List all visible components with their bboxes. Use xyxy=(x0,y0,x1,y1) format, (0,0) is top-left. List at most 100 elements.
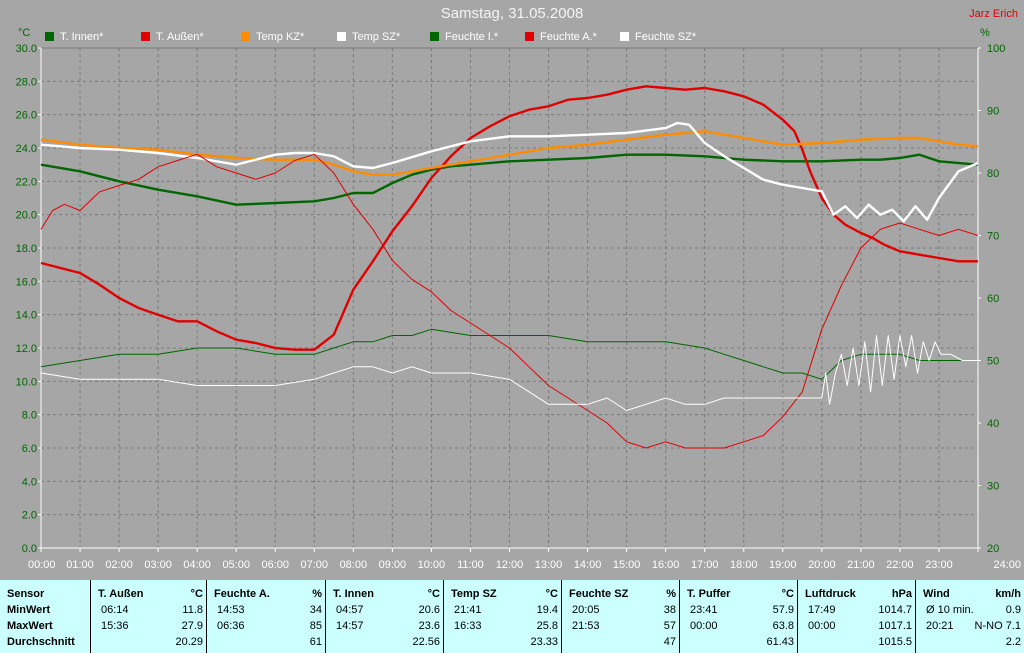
right-axis-unit: % xyxy=(980,27,990,39)
chart-title: Samstag, 31.05.2008 xyxy=(440,5,584,22)
x-axis-tick-label: 15:00 xyxy=(613,559,641,571)
x-axis-tick-label: 01:00 xyxy=(66,559,94,571)
stats-max-value: 1017.1 xyxy=(878,620,912,632)
x-axis-tick-label: 08:00 xyxy=(340,559,368,571)
left-axis-tick-label: 10.0 xyxy=(16,376,37,388)
x-axis-tick-label: 00:00 xyxy=(28,559,56,571)
right-axis-tick-label: 60 xyxy=(987,293,999,305)
legend-swatch xyxy=(141,32,150,41)
x-axis-tick-label: 02:00 xyxy=(105,559,133,571)
left-axis-unit: °C xyxy=(18,27,31,39)
x-axis-tick-label: 07:00 xyxy=(301,559,329,571)
stats-max-value: 63.8 xyxy=(772,620,794,632)
stats-max-time: 21:53 xyxy=(572,620,600,632)
stats-max-time: 14:57 xyxy=(336,620,364,632)
x-axis-tick-label: 03:00 xyxy=(144,559,172,571)
left-axis-tick-label: 6.0 xyxy=(22,443,37,455)
legend-swatch xyxy=(620,32,629,41)
statistics-table: Sensor MinWert MaxWert Durchschnitt T. A… xyxy=(0,580,1024,653)
x-axis-tick-label: 24:00 xyxy=(993,559,1021,571)
legend-label: Feuchte A.* xyxy=(540,31,597,43)
x-axis-tick-label: 10:00 xyxy=(418,559,446,571)
stats-column-unit: °C xyxy=(427,588,440,600)
stats-column: Feuchte SZ% 20:05 38 21:53 57 47 xyxy=(561,580,680,653)
stats-min-value: 11.8 xyxy=(182,604,203,616)
row-label-sensor: Sensor xyxy=(7,588,45,600)
left-axis-tick-label: 26.0 xyxy=(16,110,37,122)
legend-label: T. Innen* xyxy=(60,31,104,43)
stats-min-value: 20.6 xyxy=(418,604,440,616)
stats-column-header: Feuchte SZ xyxy=(569,588,629,600)
x-axis-tick-label: 06:00 xyxy=(261,559,289,571)
stats-column-header: Feuchte A. xyxy=(214,588,270,600)
stats-min-time: 23:41 xyxy=(690,604,718,616)
stats-average: 47 xyxy=(663,636,676,648)
x-axis-tick-label: 09:00 xyxy=(379,559,407,571)
x-axis-tick-label: 14:00 xyxy=(574,559,602,571)
legend-item: T. Innen* xyxy=(45,31,103,45)
stats-max-value: 85 xyxy=(309,620,322,632)
legend-label: Feuchte I.* xyxy=(445,31,499,43)
right-axis-tick-label: 100 xyxy=(987,43,1005,55)
x-axis-tick-label: 16:00 xyxy=(652,559,680,571)
series-line-temp-kz xyxy=(40,130,979,176)
stats-column-unit: km/h xyxy=(995,588,1021,600)
stats-min-time: 17:49 xyxy=(808,604,836,616)
stats-min-value: 19.4 xyxy=(536,604,558,616)
series-line-feuchte-sz xyxy=(40,335,978,411)
row-label-maxwert: MaxWert xyxy=(7,620,53,632)
stats-min-value: 0.9 xyxy=(1005,604,1021,616)
stats-column-header: T. Puffer xyxy=(687,588,731,600)
stats-max-value: 23.6 xyxy=(418,620,440,632)
left-axis-tick-label: 24.0 xyxy=(16,143,37,155)
stats-min-time: 14:53 xyxy=(217,604,245,616)
legend-item: Temp KZ* xyxy=(241,31,304,45)
x-axis-tick-label: 22:00 xyxy=(886,559,914,571)
left-axis-tick-label: 30.0 xyxy=(16,43,37,55)
left-axis-tick-label: 28.0 xyxy=(16,76,37,88)
stats-column: T. Außen °C 06:14 11.8 15:36 27.9 20.29 xyxy=(90,580,207,653)
series-line-feuchte-a xyxy=(40,153,979,449)
row-label-durchschnitt: Durchschnitt xyxy=(7,636,75,648)
stats-column-header: T. Innen xyxy=(333,588,374,600)
stats-column: Luftdruck hPa 17:49 1014.7 00:00 1017.1 1015.5 xyxy=(797,580,916,653)
right-axis-tick-label: 80 xyxy=(987,168,999,180)
stats-max-value: 27.9 xyxy=(181,620,203,632)
stats-max-value: 25.8 xyxy=(536,620,558,632)
stats-min-time: Ø 10 min. xyxy=(926,604,974,616)
row-label-minwert: MinWert xyxy=(7,604,51,616)
x-axis-tick-label: 13:00 xyxy=(535,559,563,571)
stats-average: 22.56 xyxy=(412,636,440,648)
stats-column: Temp SZ °C 21:41 19.4 16:33 25.8 23.33 xyxy=(443,580,562,653)
x-axis-tick-label: 18:00 xyxy=(730,559,758,571)
stats-max-value: 57 xyxy=(663,620,676,632)
stats-column-unit: % xyxy=(666,588,676,600)
stats-column: Wind km/h Ø 10 min. 0.9 20:21 N-NO 7.1 2.2 xyxy=(915,580,1024,653)
stats-average: 61 xyxy=(309,636,322,648)
legend-label: Feuchte SZ* xyxy=(635,31,697,43)
x-axis-tick-label: 20:00 xyxy=(808,559,836,571)
legend-item: Feuchte I.* xyxy=(430,31,498,45)
stats-row-labels: Sensor MinWert MaxWert Durchschnitt xyxy=(0,580,90,653)
stats-column-header: T. Außen xyxy=(98,588,144,600)
legend-swatch xyxy=(430,32,439,41)
x-axis-tick-label: 05:00 xyxy=(222,559,250,571)
legend-label: Temp SZ* xyxy=(352,31,401,43)
author-label: Jarz Erich xyxy=(969,8,1018,20)
stats-max-time: 00:00 xyxy=(808,620,836,632)
stats-average: 23.33 xyxy=(530,636,558,648)
stats-min-time: 21:41 xyxy=(454,604,482,616)
stats-column-unit: °C xyxy=(545,588,558,600)
x-axis-tick-label: 17:00 xyxy=(691,559,719,571)
stats-min-value: 38 xyxy=(663,604,676,616)
stats-max-time: 00:00 xyxy=(690,620,718,632)
left-axis-tick-label: 8.0 xyxy=(22,410,37,422)
right-axis-tick-label: 20 xyxy=(987,543,999,555)
stats-max-value: N-NO 7.1 xyxy=(974,620,1021,632)
series-line-t-au-en xyxy=(40,85,978,351)
stats-min-time: 06:14 xyxy=(101,604,129,616)
legend-swatch xyxy=(241,32,250,41)
left-axis-tick-label: 12.0 xyxy=(16,343,37,355)
stats-column-unit: % xyxy=(312,588,322,600)
series-line-t-innen xyxy=(40,153,979,206)
